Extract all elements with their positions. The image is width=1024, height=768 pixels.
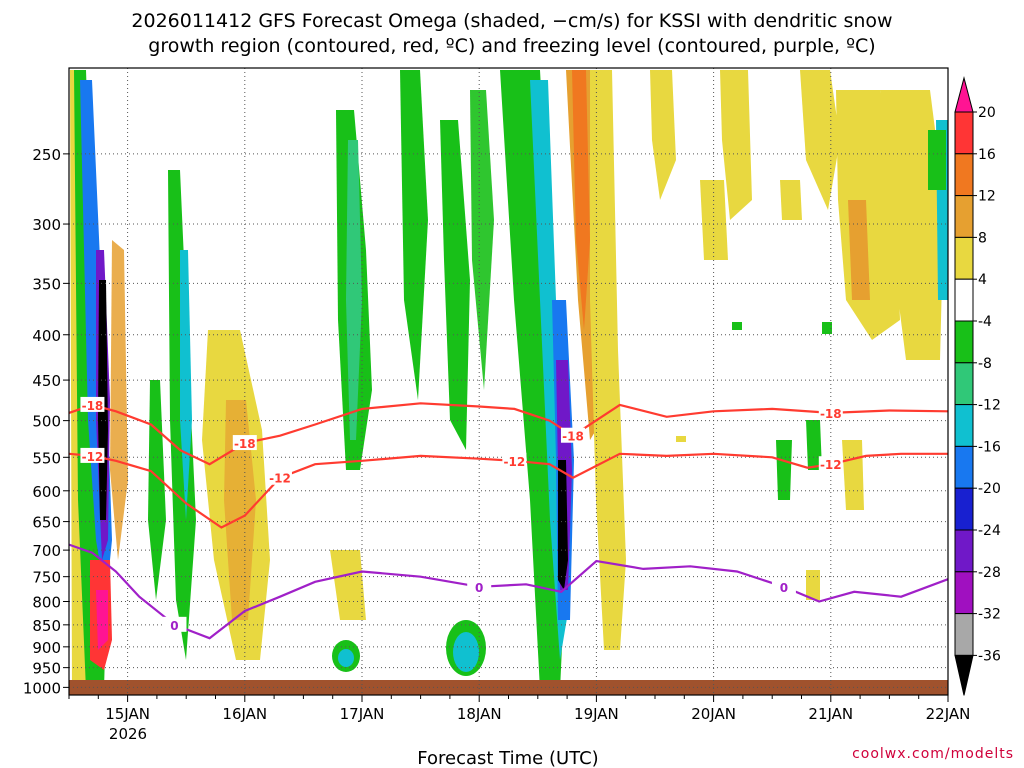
y-tick-label: 850: [32, 617, 61, 635]
colorbar-label: -36: [978, 648, 1001, 664]
colorbar-label: -24: [978, 523, 1001, 539]
colorbar-bottom-arrow: [954, 654, 974, 696]
colorbar-label: 20: [978, 105, 996, 121]
colorbar-label: 16: [978, 147, 996, 163]
contour-label: -12: [504, 455, 526, 469]
contour-label-bg: [232, 435, 257, 451]
contour-label-bg: [267, 469, 292, 485]
contour-label: -18: [820, 407, 842, 421]
contour-label-bg: [818, 456, 843, 472]
colorbar-segment: [954, 404, 974, 447]
colorbar-segment: [954, 445, 974, 489]
contour-lines: -18 -18 -18 -18 -12 -12 -12 -12 0 0 0: [69, 396, 948, 640]
y-tick-label: 600: [32, 483, 61, 501]
colorbar-label: 4: [978, 272, 987, 288]
colorbar-segment: [954, 320, 974, 364]
y-tick-label: 700: [32, 542, 61, 560]
y-tick-label: 450: [32, 372, 61, 390]
y-tick-label: 900: [32, 639, 61, 657]
colorbar-label: 8: [978, 230, 987, 246]
x-tick-label: 15JAN: [105, 705, 150, 723]
x-tick-label: 19JAN: [574, 705, 619, 723]
plot-area: -18 -18 -18 -18 -12 -12 -12 -12 0 0 0: [69, 68, 948, 695]
y-tick-label: 250: [32, 146, 61, 164]
contour-label: -18: [82, 399, 104, 413]
colorbar-segment: [954, 613, 974, 656]
contour--12: [69, 452, 948, 529]
y-axis: 250 300 350 400 450 500 550 600 650 700 750 800 850 9…: [23, 146, 69, 697]
contour-label: 0: [780, 581, 788, 595]
contour-label: 0: [475, 581, 483, 595]
x-year-label: 2026: [109, 725, 147, 743]
colorbar-label: -20: [978, 481, 1001, 497]
contour-label-bg: [818, 404, 843, 420]
contour-label: -18: [234, 437, 256, 451]
colorbar-segment: [954, 111, 974, 155]
x-tick-label: 21JAN: [808, 705, 853, 723]
x-tick-label: 22JAN: [926, 705, 971, 723]
chart-title-line-1: 2026011412 GFS Forecast Omega (shaded, −…: [131, 10, 892, 32]
y-tick-label: 950: [32, 660, 61, 678]
colorbar: 20 16 12 8 4 -4 -8 -12 -16 -20 -24 -28 -32 -36: [954, 76, 1001, 696]
colorbar-label: -32: [978, 607, 1001, 623]
contour-label-bg: [162, 616, 187, 632]
contour--18: [69, 402, 948, 466]
contour-label-bg: [467, 578, 492, 594]
y-tick-label: 650: [32, 514, 61, 532]
colorbar-segment: [954, 362, 974, 406]
contour-label-bg: [771, 578, 796, 594]
contour-label: -12: [820, 458, 842, 472]
y-tick-label: 1000: [23, 679, 61, 697]
surface-strip: [69, 680, 948, 695]
x-tick-label: 20JAN: [691, 705, 736, 723]
colorbar-segment: [954, 195, 974, 238]
colorbar-label: -16: [978, 439, 1001, 455]
colorbar-segment: [954, 487, 974, 531]
colorbar-label: -4: [978, 314, 992, 330]
contour-label-bg: [560, 427, 585, 443]
colorbar-segment: [954, 571, 974, 615]
grid-lines: [69, 68, 948, 695]
contour-label: -18: [562, 430, 584, 444]
colorbar-label: -12: [978, 398, 1001, 414]
y-tick-label: 500: [32, 413, 61, 431]
x-tick-label: 18JAN: [457, 705, 502, 723]
contour-label: -12: [82, 450, 104, 464]
colorbar-segment: [954, 236, 974, 280]
colorbar-top-arrow: [954, 76, 974, 113]
y-tick-label: 550: [32, 449, 61, 467]
contour-label-bg: [502, 452, 527, 468]
contour-label: -12: [269, 472, 291, 486]
y-tick-label: 800: [32, 594, 61, 612]
x-axis-title: Forecast Time (UTC): [417, 748, 598, 768]
colorbar-label: -8: [978, 356, 992, 372]
credit-text: coolwx.com/modelts: [852, 746, 1014, 762]
x-axis: 15JAN 16JAN 17JAN 18JAN 19JAN 20JAN 21JAN 22JAN: [68, 695, 971, 723]
y-tick-label: 350: [32, 275, 61, 293]
contour-label: 0: [170, 619, 178, 633]
contour-label-bg: [80, 396, 105, 412]
x-tick-label: 17JAN: [340, 705, 385, 723]
colorbar-segment: [954, 153, 974, 197]
colorbar-label: 12: [978, 189, 996, 205]
chart-title-line-2: growth region (contoured, red, ºC) and f…: [148, 35, 875, 57]
y-tick-label: 400: [32, 327, 61, 345]
colorbar-segment: [954, 278, 974, 322]
colorbar-segment: [954, 529, 974, 573]
contour-label-bg: [80, 447, 105, 463]
x-tick-label: 16JAN: [222, 705, 267, 723]
y-tick-label: 750: [32, 569, 61, 587]
y-tick-label: 300: [32, 216, 61, 234]
colorbar-label: -28: [978, 565, 1001, 581]
